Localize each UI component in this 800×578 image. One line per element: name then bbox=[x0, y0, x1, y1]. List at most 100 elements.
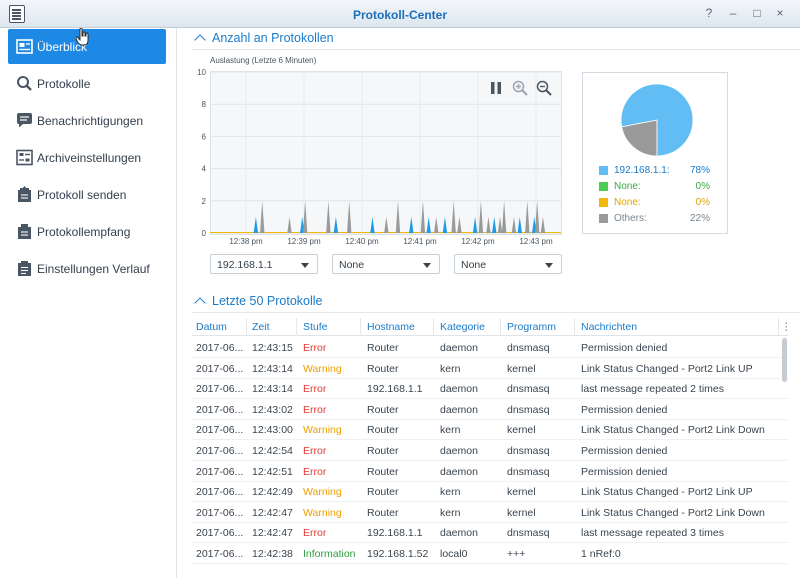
sidebar-item-history-settings[interactable]: Einstellungen Verlauf bbox=[8, 251, 166, 286]
source-filter-select-1[interactable]: 192.168.1.1 bbox=[210, 254, 318, 274]
sidebar-item-logs[interactable]: Protokolle bbox=[8, 66, 166, 101]
column-divider bbox=[360, 318, 361, 336]
sidebar-item-archive-settings[interactable]: Archiveinstellungen bbox=[8, 140, 166, 175]
cell-date: 2017-06... bbox=[196, 465, 244, 478]
help-button[interactable]: ? bbox=[705, 6, 713, 20]
others-spike bbox=[486, 216, 491, 233]
sidebar-item-label: Benachrichtigungen bbox=[37, 114, 144, 128]
column-divider bbox=[574, 318, 575, 336]
cell-category: daemon bbox=[440, 527, 478, 540]
cell-date: 2017-06... bbox=[196, 362, 244, 375]
cell-level: Error bbox=[303, 445, 327, 457]
source-filter-select-2[interactable]: None bbox=[332, 254, 440, 274]
select-value: None bbox=[461, 259, 487, 271]
cell-program: kernel bbox=[507, 362, 536, 375]
table-scrollbar[interactable] bbox=[782, 338, 787, 382]
sidebar-item-receive-logs[interactable]: Protokollempfang bbox=[8, 214, 166, 249]
cell-hostname: Router bbox=[367, 486, 399, 499]
title-bar: Protokoll-Center ? – □ × bbox=[0, 0, 800, 28]
section-header-recent-logs[interactable]: Letzte 50 Protokolle bbox=[194, 294, 323, 312]
cell-message: 1 nRef:0 bbox=[581, 548, 621, 560]
legend-label: None: bbox=[614, 197, 641, 208]
cell-message: Permission denied bbox=[581, 403, 668, 416]
cell-hostname: Router bbox=[367, 445, 399, 457]
table-row[interactable]: 2017-06... 12:43:15 Error Router daemon dnsma… bbox=[192, 337, 788, 358]
table-row[interactable]: 2017-06... 12:43:14 Error 192.168.1.1 daemon… bbox=[192, 378, 788, 400]
table-row[interactable]: 2017-06... 12:42:47 Error 192.168.1.1 daemon… bbox=[192, 522, 788, 544]
cell-message: last message repeated 2 times bbox=[581, 383, 724, 396]
column-header-hostname[interactable]: Hostname bbox=[367, 321, 415, 333]
sidebar-item-send-logs[interactable]: Protokoll senden bbox=[8, 177, 166, 212]
table-row[interactable]: 2017-06... 12:42:49 Warning Router kern kerne… bbox=[192, 481, 788, 503]
legend-label: None: bbox=[614, 181, 641, 192]
cell-level: Warning bbox=[303, 362, 342, 375]
table-row[interactable]: 2017-06... 12:43:14 Warning Router kern kerne… bbox=[192, 358, 788, 379]
legend-swatch bbox=[599, 198, 608, 207]
cell-date: 2017-06... bbox=[196, 548, 244, 560]
column-divider bbox=[296, 318, 297, 336]
cell-category: kern bbox=[440, 362, 461, 375]
others-spike bbox=[457, 216, 462, 233]
column-header-category[interactable]: Kategorie bbox=[440, 321, 485, 333]
cell-program: dnsmasq bbox=[507, 383, 550, 396]
cell-date: 2017-06... bbox=[196, 527, 244, 540]
minimize-button[interactable]: – bbox=[729, 6, 737, 20]
table-row[interactable]: 2017-06... 12:42:38 Information 192.168.1.5… bbox=[192, 543, 788, 564]
cell-category: daemon bbox=[440, 465, 478, 478]
pause-icon[interactable] bbox=[488, 80, 504, 96]
cell-program: dnsmasq bbox=[507, 527, 550, 540]
zoom-in-icon[interactable] bbox=[512, 80, 528, 96]
sidebar-item-label: Protokollempfang bbox=[37, 225, 131, 239]
chevron-up-icon bbox=[194, 34, 206, 46]
legend-label: 192.168.1.1: bbox=[614, 165, 670, 176]
column-menu-icon[interactable]: ⋮ bbox=[781, 321, 792, 333]
host-spike bbox=[492, 216, 497, 233]
others-spike bbox=[326, 200, 331, 233]
distribution-pie-chart bbox=[620, 83, 694, 157]
table-row[interactable]: 2017-06... 12:43:00 Warning Router kern kerne… bbox=[192, 419, 788, 441]
section-divider bbox=[192, 312, 800, 313]
table-row[interactable]: 2017-06... 12:43:02 Error Router daemon dnsma… bbox=[192, 399, 788, 420]
table-row[interactable]: 2017-06... 12:42:51 Error Router daemon dnsma… bbox=[192, 461, 788, 482]
cell-hostname: Router bbox=[367, 465, 399, 478]
host-spike bbox=[253, 216, 259, 233]
column-header-time[interactable]: Zeit bbox=[252, 321, 270, 333]
column-header-messages[interactable]: Nachrichten bbox=[581, 321, 638, 333]
column-header-level[interactable]: Stufe bbox=[303, 321, 328, 333]
host-spike bbox=[333, 216, 339, 233]
section-header-log-count[interactable]: Anzahl an Protokollen bbox=[194, 31, 334, 49]
y-tick-label: 10 bbox=[197, 68, 206, 77]
others-spike bbox=[540, 216, 546, 233]
y-tick-label: 6 bbox=[202, 132, 207, 141]
x-tick-label: 12:40 pm bbox=[345, 237, 379, 246]
distribution-panel: 192.168.1.1: 78% None: 0% None: 0% Others: 2… bbox=[582, 72, 728, 234]
column-header-program[interactable]: Programm bbox=[507, 321, 557, 333]
cell-category: daemon bbox=[440, 445, 478, 457]
column-divider bbox=[778, 318, 779, 336]
x-tick-label: 12:42 pm bbox=[461, 237, 495, 246]
section-title: Letzte 50 Protokolle bbox=[212, 294, 323, 308]
cell-program: dnsmasq bbox=[507, 403, 550, 416]
column-divider bbox=[500, 318, 501, 336]
table-row[interactable]: 2017-06... 12:42:54 Error Router daemon dnsma… bbox=[192, 440, 788, 461]
overview-icon bbox=[16, 39, 33, 54]
sidebar-item-notifications[interactable]: Benachrichtigungen bbox=[8, 103, 166, 138]
others-spike bbox=[497, 216, 503, 233]
zoom-out-icon[interactable] bbox=[536, 80, 552, 96]
table-row[interactable]: 2017-06... 12:42:47 Warning Router kern kerne… bbox=[192, 502, 788, 523]
host-spike bbox=[426, 216, 431, 233]
cell-hostname: Router bbox=[367, 506, 399, 519]
close-button[interactable]: × bbox=[776, 6, 784, 20]
cell-date: 2017-06... bbox=[196, 506, 244, 519]
legend-value: 0% bbox=[695, 181, 710, 192]
others-spike bbox=[451, 200, 456, 233]
cell-message: last message repeated 3 times bbox=[581, 527, 724, 540]
cell-program: +++ bbox=[507, 548, 526, 560]
select-value: 192.168.1.1 bbox=[217, 259, 273, 271]
select-value: None bbox=[339, 259, 365, 271]
maximize-button[interactable]: □ bbox=[753, 6, 761, 20]
cell-category: kern bbox=[440, 424, 461, 437]
source-filter-select-3[interactable]: None bbox=[454, 254, 562, 274]
cell-message: Permission denied bbox=[581, 445, 668, 457]
column-header-date[interactable]: Datum bbox=[196, 321, 227, 333]
